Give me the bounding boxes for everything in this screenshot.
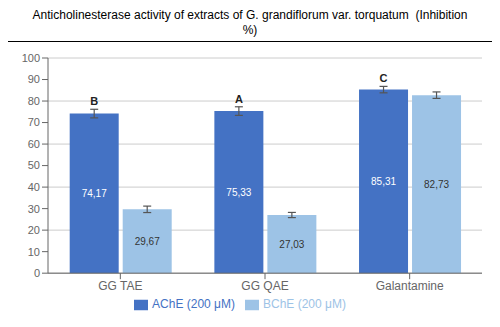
svg-text:B: B (90, 95, 98, 107)
svg-text:40: 40 (28, 181, 40, 193)
svg-text:82,73: 82,73 (424, 179, 449, 190)
svg-text:60: 60 (28, 138, 40, 150)
svg-text:80: 80 (28, 95, 40, 107)
svg-text:C: C (380, 72, 388, 84)
svg-text:A: A (235, 93, 243, 105)
svg-text:50: 50 (28, 159, 40, 171)
svg-text:GG QAE: GG QAE (241, 279, 288, 293)
svg-text:GG TAE: GG TAE (98, 279, 142, 293)
html-text:BChE (200 μM): BChE (200 μM) (263, 297, 346, 312)
svg-text:75,33: 75,33 (226, 187, 251, 198)
svg-text:70: 70 (28, 116, 40, 128)
svg-text:30: 30 (28, 203, 40, 215)
svg-text:90: 90 (28, 73, 40, 85)
svg-text:0: 0 (34, 267, 40, 279)
svg-text:20: 20 (28, 224, 40, 236)
svg-text:27,03: 27,03 (279, 239, 304, 250)
svg-text:29,67: 29,67 (135, 236, 160, 247)
svg-text:85,31: 85,31 (371, 176, 396, 187)
html-text:AChE (200 μM): AChE (200 μM) (152, 297, 235, 312)
svg-text:Galantamine: Galantamine (376, 279, 444, 293)
html-text:Anticholinesterase activity of: Anticholinesterase activity of extracts … (32, 8, 471, 37)
svg-text:10: 10 (28, 246, 40, 258)
svg-text:100: 100 (22, 52, 40, 64)
svg-text:74,17: 74,17 (82, 188, 107, 199)
